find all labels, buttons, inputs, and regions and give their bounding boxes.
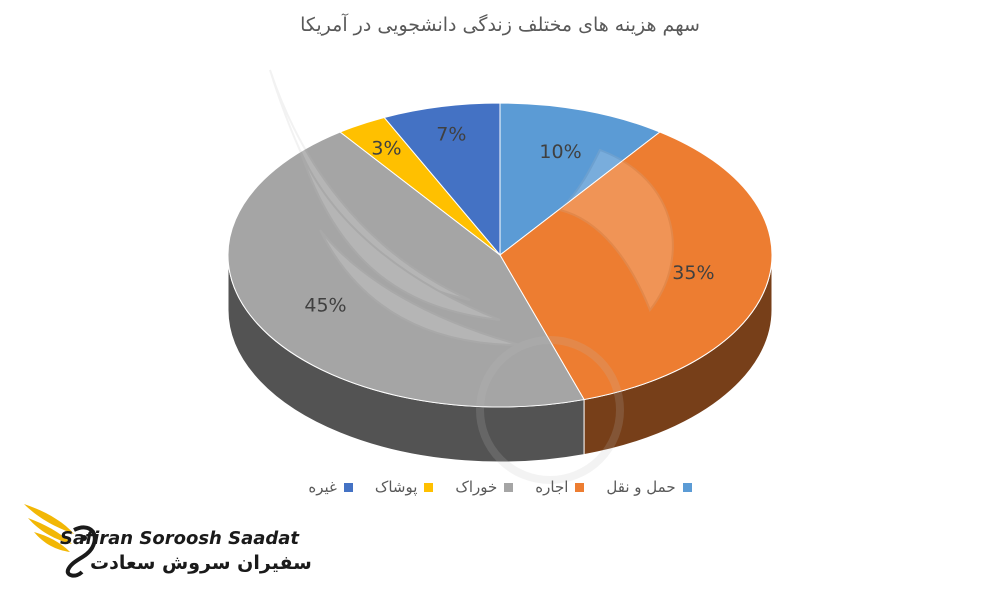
brand-name-fa: سفیران سروش سعادت — [90, 552, 312, 574]
chart-title: سهم هزینه های مختلف زندگی دانشجویی در آم… — [300, 14, 700, 36]
pie-slice — [499, 102, 661, 257]
legend-item: اجاره — [535, 478, 585, 496]
pie-data-label: 10% — [539, 141, 581, 163]
legend-swatch — [682, 482, 692, 492]
legend-item: پوشاک — [375, 478, 434, 496]
chart-legend: حمل و نقل اجاره خوراک پوشاک غیره — [0, 478, 1000, 496]
legend-item: غیره — [308, 478, 353, 496]
legend-label: اجاره — [535, 478, 569, 496]
pie-data-label: 45% — [304, 295, 346, 317]
pie-data-label: 7% — [436, 123, 466, 145]
brand-logo — [24, 504, 97, 578]
legend-label: غیره — [308, 478, 337, 496]
legend-label: حمل و نقل — [606, 478, 676, 496]
pie-slice — [383, 102, 501, 257]
pie-data-label: 3% — [371, 138, 401, 160]
legend-label: پوشاک — [374, 478, 418, 496]
brand-name-en: Safiran Soroosh Saadat — [60, 528, 300, 549]
legend-swatch — [343, 482, 353, 492]
legend-swatch — [424, 482, 434, 492]
legend-swatch — [575, 482, 585, 492]
pie-data-label: 35% — [672, 262, 714, 284]
legend-label: خوراک — [455, 478, 498, 496]
legend-item: حمل و نقل — [606, 478, 692, 496]
legend-swatch — [504, 482, 514, 492]
legend-item: خوراک — [455, 478, 514, 496]
watermark-icon — [269, 69, 674, 484]
pie-slice — [499, 131, 773, 401]
pie-slice — [227, 131, 585, 408]
